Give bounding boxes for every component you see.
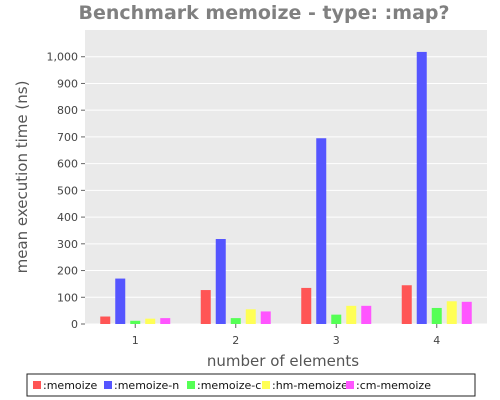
y-tick-label: 0	[71, 318, 78, 331]
y-tick-label: 900	[57, 77, 78, 90]
bars	[100, 51, 472, 325]
bar	[215, 239, 226, 324]
chart-title: Benchmark memoize - type: :map?	[78, 2, 449, 24]
legend-label: :memoize-c	[197, 379, 261, 392]
y-axis-label: mean execution time (ns)	[13, 81, 31, 274]
legend-swatch	[104, 381, 112, 389]
bar	[446, 301, 457, 324]
x-tick-label: 1	[132, 334, 139, 347]
y-axis-ticks: 0 100 200 300 400 500 600 700 800 900 1,000	[47, 51, 85, 331]
bar	[100, 316, 111, 324]
legend-label: :hm-memoize	[272, 379, 348, 392]
x-axis-label: number of elements	[207, 352, 359, 370]
legend: :memoize :memoize-n :memoize-c :hm-memoize:…	[33, 379, 431, 392]
bar	[200, 290, 211, 324]
bar	[230, 318, 241, 324]
legend-box	[26, 373, 476, 397]
bar	[316, 138, 327, 324]
x-axis-ticks: 1 2 3 4	[132, 324, 440, 347]
legend-label: :memoize-n	[114, 379, 179, 392]
y-tick-label: 300	[57, 238, 78, 251]
bar	[431, 307, 442, 324]
bar	[361, 305, 372, 324]
legend-label: :cm-memoize	[356, 379, 431, 392]
y-tick-label: 1,000	[47, 51, 79, 64]
bar	[416, 51, 427, 325]
bar	[260, 311, 271, 324]
bar	[160, 318, 171, 324]
y-tick-label: 600	[57, 158, 78, 171]
x-tick-label: 2	[232, 334, 239, 347]
bar	[301, 287, 312, 324]
bar	[346, 305, 357, 324]
bar	[145, 318, 156, 324]
x-tick-label: 4	[433, 334, 440, 347]
bar	[461, 301, 472, 324]
y-tick-label: 800	[57, 104, 78, 117]
y-tick-label: 400	[57, 211, 78, 224]
legend-swatch	[187, 381, 195, 389]
legend-swatch	[262, 381, 270, 389]
bar	[331, 314, 342, 324]
bar	[401, 285, 412, 324]
y-tick-label: 500	[57, 184, 78, 197]
y-tick-label: 200	[57, 265, 78, 278]
x-tick-label: 3	[333, 334, 340, 347]
legend-label: :memoize	[43, 379, 97, 392]
legend-swatch	[33, 381, 41, 389]
y-tick-label: 700	[57, 131, 78, 144]
legend-swatch	[346, 381, 354, 389]
bar	[115, 278, 126, 324]
bar	[245, 309, 256, 324]
y-tick-label: 100	[57, 291, 78, 304]
bar	[130, 320, 141, 324]
